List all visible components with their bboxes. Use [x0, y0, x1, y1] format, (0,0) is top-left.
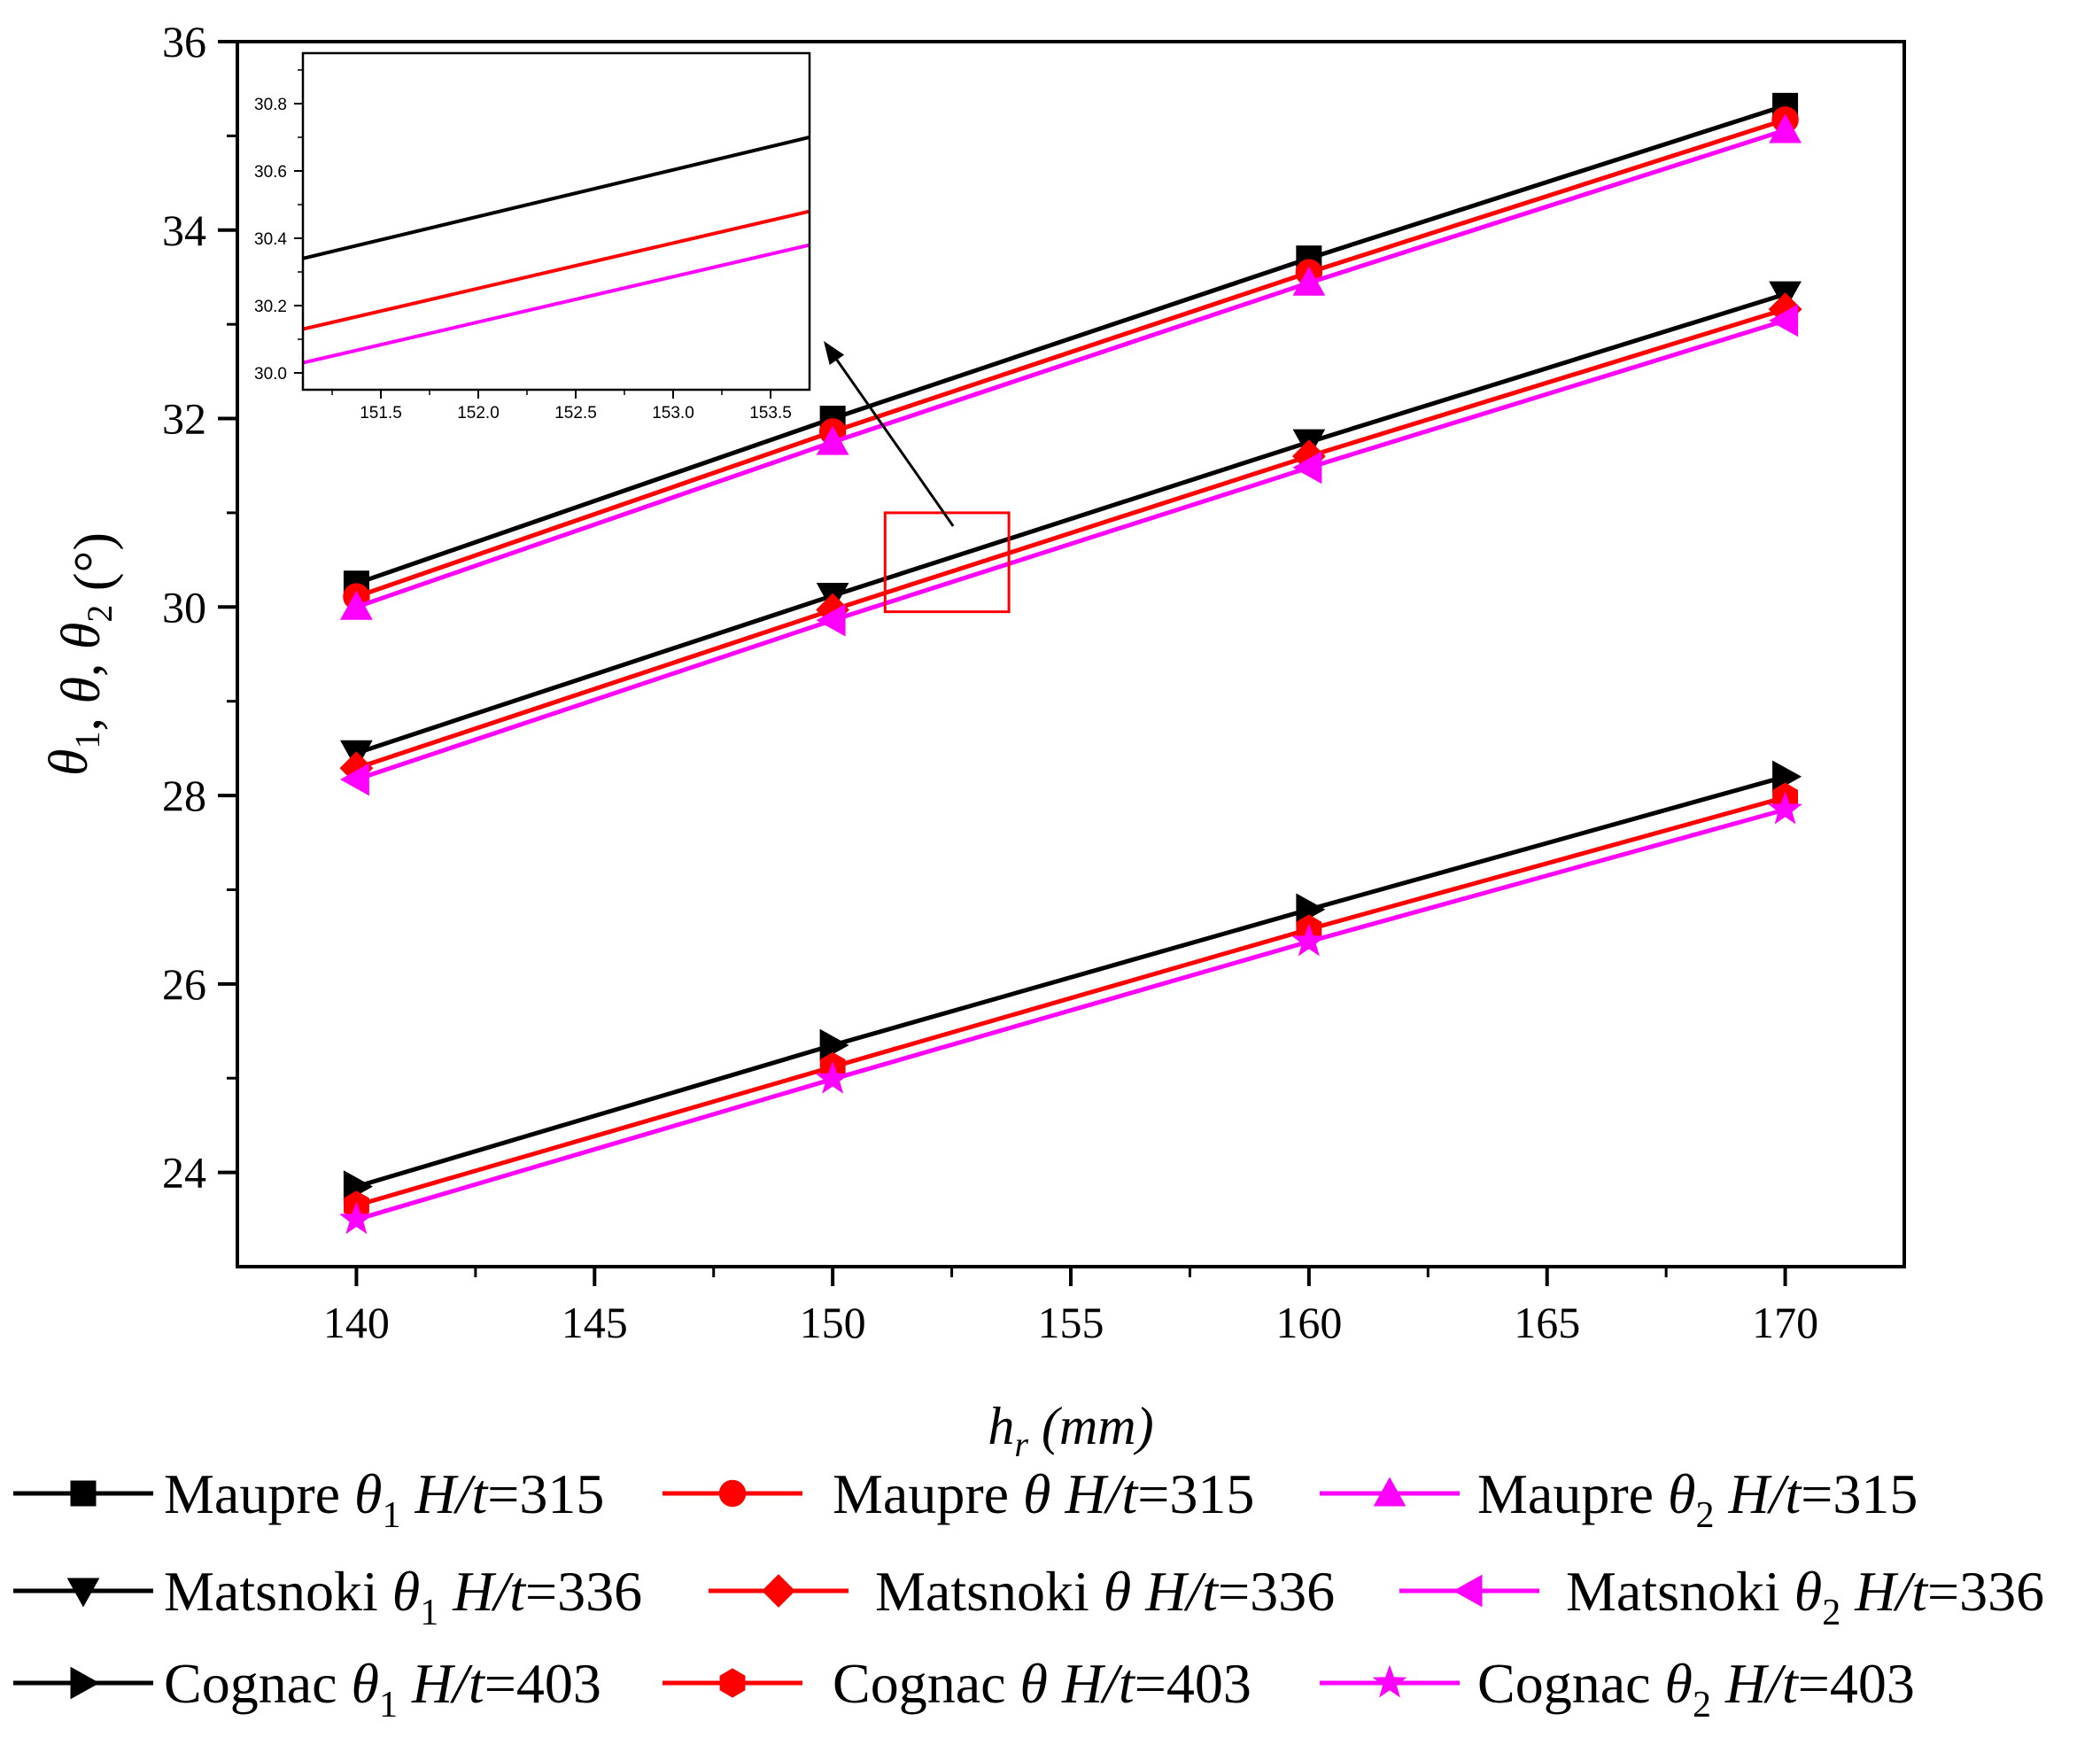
series-line-7: [355, 774, 1786, 1189]
legend-label: Maupre θ1 H/t=315: [164, 1462, 604, 1536]
legend-item-6: Matsnoki θ2 H/t=336: [1399, 1560, 2044, 1633]
series-line-8: [355, 795, 1786, 1208]
legend-marker: [1372, 1664, 1407, 1698]
x-tick-label: 145: [562, 1298, 628, 1347]
legend-label: Cognac θ1 H/t=403: [164, 1652, 601, 1725]
legend-item-9: Cognac θ2 H/t=403: [1320, 1652, 1915, 1725]
y-tick-label: 24: [162, 1148, 206, 1198]
series-line-5: [355, 306, 1786, 771]
series-line-9: [355, 807, 1786, 1222]
legend-marker: [719, 1668, 746, 1698]
data-point-s3-x160: [1292, 266, 1326, 296]
inset-x-tick-label: 152.5: [554, 404, 597, 423]
legend-marker: [70, 1480, 97, 1507]
legend-label: Cognac θ2 H/t=403: [1477, 1652, 1915, 1725]
data-point-s3-x170: [1769, 113, 1802, 143]
data-point-s3-x150: [816, 425, 849, 455]
legend-item-8: Cognac θ H/t=403: [663, 1652, 1251, 1715]
data-point-s9-x160: [1291, 923, 1327, 957]
x-tick-label: 170: [1752, 1298, 1818, 1347]
data-point-s6-x150: [816, 603, 846, 637]
data-point-s9-x170: [1768, 791, 1802, 825]
inset-y-tick-label: 30.0: [254, 365, 287, 384]
x-tick-label: 160: [1275, 1298, 1342, 1347]
series-line-2: [355, 117, 1786, 599]
inset-background: [303, 53, 810, 390]
y-tick-label: 28: [162, 771, 206, 820]
x-tick-label: 150: [800, 1298, 866, 1347]
legend-marker: [70, 1666, 100, 1700]
data-point-s9-x150: [815, 1060, 850, 1094]
y-tick-label: 26: [162, 959, 206, 1009]
legend-marker: [66, 1578, 100, 1608]
legend-marker: [762, 1574, 795, 1608]
legend-marker: [718, 1479, 747, 1508]
zoom-arrow-shaft: [835, 359, 955, 527]
x-tick-label: 165: [1514, 1298, 1580, 1347]
series-line-3: [355, 128, 1786, 609]
legend-item-2: Maupre θ H/t=315: [663, 1462, 1254, 1525]
series-line-6: [355, 318, 1786, 782]
legend-item-4: Matsnoki θ1 H/t=336: [13, 1560, 642, 1633]
legend-item-7: Cognac θ1 H/t=403: [13, 1652, 601, 1725]
inset-y-tick-label: 30.4: [254, 230, 287, 249]
inset-frame: [301, 51, 811, 392]
inset-line-1: [303, 136, 810, 260]
series-line-1: [355, 103, 1786, 586]
data-point-s9-x140: [339, 1201, 374, 1235]
x-tick-label: 140: [323, 1298, 390, 1347]
inset-line-3: [303, 243, 810, 365]
x-tick-label: 155: [1038, 1298, 1104, 1347]
series-line-4: [355, 291, 1786, 756]
legend-label: Matsnoki θ2 H/t=336: [1566, 1560, 2044, 1633]
inset-x-tick-label: 151.5: [360, 404, 402, 423]
inset-x-tick-label: 153.0: [652, 404, 694, 423]
data-point-s6-x170: [1769, 304, 1799, 337]
y-tick-label: 32: [162, 394, 206, 444]
legend-label: Maupre θ H/t=315: [833, 1462, 1254, 1525]
inset-line-2: [303, 209, 810, 331]
y-tick-label: 30: [162, 582, 206, 632]
data-point-s7-x150: [819, 1028, 849, 1062]
data-point-s3-x140: [340, 590, 373, 620]
x-axis-title: hr (mm): [988, 1397, 1153, 1464]
y-axis-title: θ1, θ, θ2 (°): [39, 532, 124, 776]
legend-label: Cognac θ H/t=403: [833, 1652, 1251, 1715]
legend-label: Matsnoki θ1 H/t=336: [164, 1560, 642, 1633]
inset-y-tick-label: 30.8: [254, 96, 287, 114]
data-point-s6-x160: [1292, 451, 1322, 485]
zoom-arrow-head: [824, 341, 845, 365]
inset-x-tick-label: 152.0: [457, 404, 500, 423]
legend-item-5: Matsnoki θ H/t=336: [709, 1560, 1335, 1623]
zoom-region-box: [883, 511, 1011, 614]
inset-y-tick-label: 30.2: [254, 298, 287, 316]
inset-x-tick-label: 153.5: [749, 404, 792, 423]
legend-label: Matsnoki θ H/t=336: [875, 1560, 1335, 1623]
data-point-s6-x140: [339, 763, 369, 796]
legend-item-1: Maupre θ1 H/t=315: [13, 1462, 604, 1536]
legend-marker: [1373, 1477, 1406, 1507]
inset-y-tick-label: 30.6: [254, 163, 287, 182]
legend-item-3: Maupre θ2 H/t=315: [1320, 1462, 1918, 1536]
legend-label: Maupre θ2 H/t=315: [1477, 1462, 1918, 1536]
legend-marker: [1453, 1574, 1483, 1608]
y-tick-label: 36: [162, 17, 206, 66]
y-tick-label: 34: [162, 205, 206, 255]
